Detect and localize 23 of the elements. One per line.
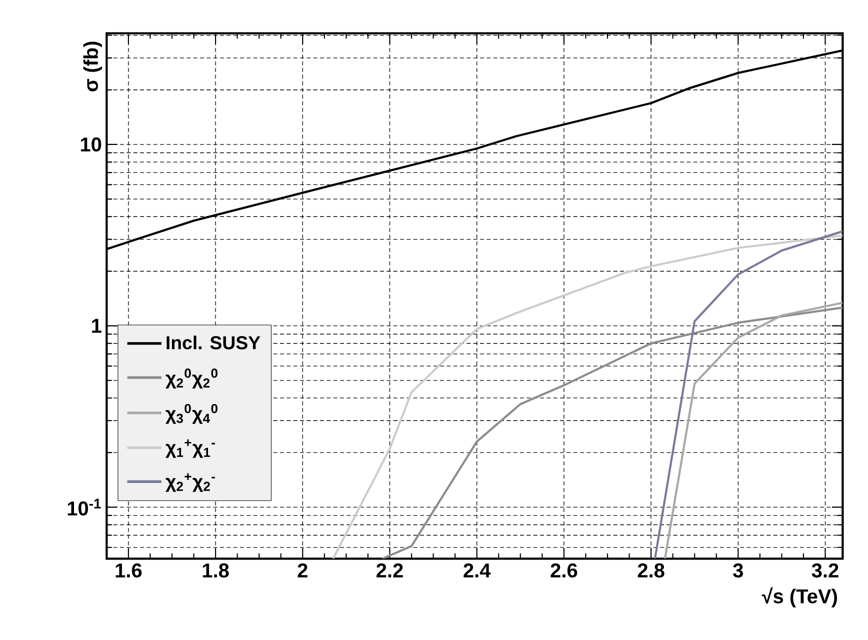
legend-label: Incl. SUSY [166, 336, 260, 350]
y-tick-label: 10 [80, 137, 102, 152]
legend-label: χ$_{2}$$^{+}$χ$_{2}$- [166, 473, 215, 492]
x-tick-label: 2.4 [464, 563, 491, 578]
line-series [381, 306, 843, 559]
legend-label: χ$_{2}$$^{0}$χ$_{2}$0 [166, 368, 218, 388]
x-tick-label: 1.6 [116, 563, 142, 578]
x-tick-label: 2 [298, 563, 308, 578]
x-axis-title: √s (TeV) [762, 587, 837, 608]
x-tick-label: 3 [733, 563, 743, 578]
x-tick-label: 1.8 [202, 563, 229, 578]
y-tick-label: 1 [92, 318, 102, 333]
x-tick-label: 2.6 [550, 563, 578, 578]
line-series [664, 302, 843, 559]
line-series [332, 234, 843, 559]
y-tick-label: 10$^{-1}$ [68, 498, 101, 516]
x-tick-label: 2.8 [638, 563, 664, 578]
x-tick-label: 2.2 [376, 563, 403, 578]
line-series [654, 230, 843, 559]
y-axis-title: σ (fb) [83, 42, 102, 92]
legend-label: χ$_{1}$$^{+}$χ$_{1}$- [166, 439, 215, 458]
legend-label: χ$_{3}$$^{0}$χ$_{4}$0 [166, 404, 218, 424]
x-tick-label: 3.2 [812, 563, 838, 578]
